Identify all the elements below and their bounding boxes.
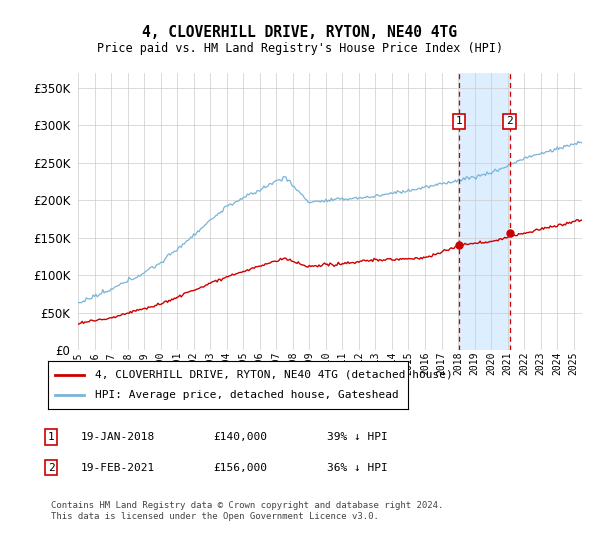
Text: 1: 1: [455, 116, 462, 127]
Text: 2: 2: [506, 116, 513, 127]
Text: £140,000: £140,000: [213, 432, 267, 442]
Text: 39% ↓ HPI: 39% ↓ HPI: [327, 432, 388, 442]
Text: 19-FEB-2021: 19-FEB-2021: [81, 463, 155, 473]
Text: Price paid vs. HM Land Registry's House Price Index (HPI): Price paid vs. HM Land Registry's House …: [97, 42, 503, 55]
Text: 4, CLOVERHILL DRIVE, RYTON, NE40 4TG: 4, CLOVERHILL DRIVE, RYTON, NE40 4TG: [143, 25, 458, 40]
Text: 19-JAN-2018: 19-JAN-2018: [81, 432, 155, 442]
Bar: [459, 73, 509, 350]
Text: £156,000: £156,000: [213, 463, 267, 473]
Text: 1: 1: [47, 432, 55, 442]
Text: 36% ↓ HPI: 36% ↓ HPI: [327, 463, 388, 473]
Text: 4, CLOVERHILL DRIVE, RYTON, NE40 4TG (detached house): 4, CLOVERHILL DRIVE, RYTON, NE40 4TG (de…: [95, 370, 452, 380]
Text: Contains HM Land Registry data © Crown copyright and database right 2024.
This d: Contains HM Land Registry data © Crown c…: [51, 501, 443, 521]
Text: 2: 2: [47, 463, 55, 473]
Text: HPI: Average price, detached house, Gateshead: HPI: Average price, detached house, Gate…: [95, 390, 398, 400]
